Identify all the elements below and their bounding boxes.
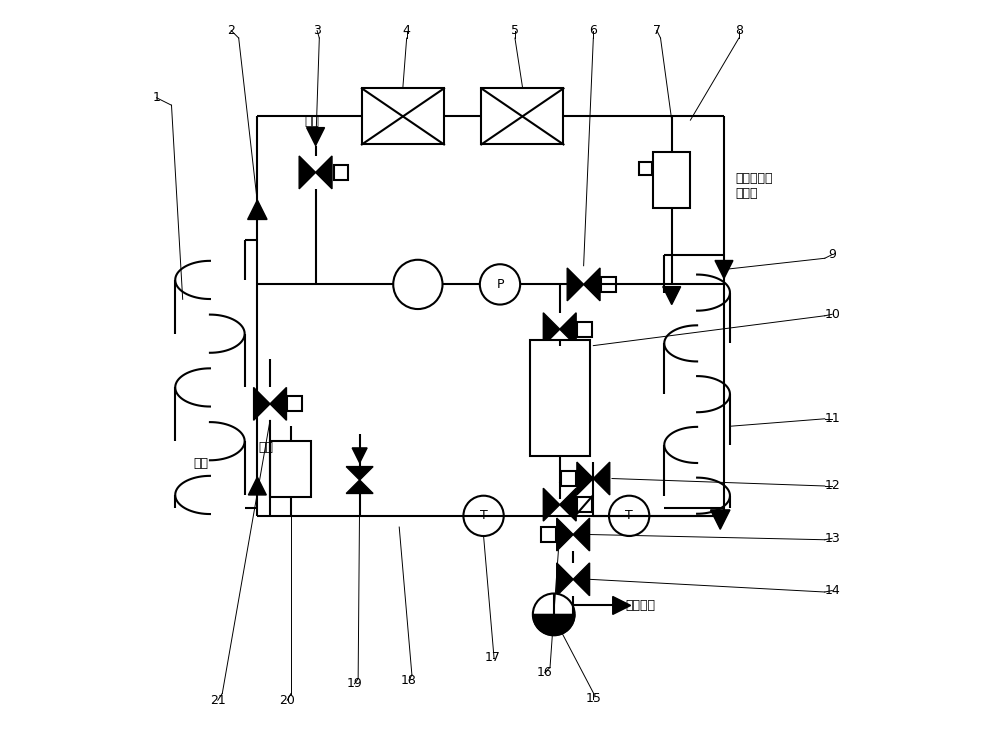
Polygon shape	[533, 614, 575, 635]
Polygon shape	[543, 488, 560, 521]
Text: 21: 21	[210, 693, 226, 707]
Bar	[639, 162, 652, 175]
Text: 1: 1	[153, 91, 160, 104]
Bar	[287, 396, 302, 411]
Bar	[334, 165, 348, 180]
Text: 15: 15	[585, 693, 601, 705]
Bar	[577, 322, 592, 337]
Polygon shape	[557, 563, 573, 595]
Text: 19: 19	[347, 678, 362, 690]
Text: 5: 5	[511, 24, 519, 37]
Text: 3: 3	[313, 24, 321, 37]
Text: T: T	[625, 509, 633, 522]
Circle shape	[463, 496, 504, 536]
Text: 12: 12	[824, 479, 840, 492]
Text: 2: 2	[227, 24, 235, 37]
Polygon shape	[299, 156, 316, 188]
Text: 11: 11	[824, 412, 840, 426]
Circle shape	[533, 593, 575, 635]
Text: 13: 13	[824, 532, 840, 545]
Polygon shape	[560, 488, 576, 521]
Text: 7: 7	[653, 24, 661, 37]
Polygon shape	[254, 387, 270, 420]
Polygon shape	[567, 268, 584, 301]
Text: 8: 8	[735, 24, 743, 37]
Polygon shape	[613, 596, 631, 614]
Text: 软水: 软水	[304, 114, 319, 128]
Bar	[362, 88, 444, 144]
Text: 废水收集: 废水收集	[625, 599, 655, 612]
Polygon shape	[573, 518, 590, 551]
Text: T: T	[480, 509, 487, 522]
Text: 14: 14	[824, 584, 840, 597]
Polygon shape	[711, 510, 730, 530]
Polygon shape	[584, 268, 600, 301]
Text: 6: 6	[589, 24, 597, 37]
Polygon shape	[560, 313, 576, 346]
Polygon shape	[248, 200, 267, 219]
Text: 蒸汽: 蒸汽	[259, 441, 274, 454]
Text: 16: 16	[537, 666, 553, 679]
Polygon shape	[346, 467, 373, 480]
Bar	[561, 471, 576, 486]
Bar	[530, 340, 590, 456]
Polygon shape	[663, 286, 681, 304]
Text: 废水: 废水	[194, 457, 209, 470]
Polygon shape	[557, 518, 573, 551]
Circle shape	[393, 260, 443, 309]
Bar	[601, 277, 616, 292]
Polygon shape	[573, 563, 590, 595]
Bar	[577, 497, 592, 512]
Bar	[481, 88, 563, 144]
Text: 灭活后的高
温废水: 灭活后的高 温废水	[735, 173, 773, 200]
Polygon shape	[352, 448, 367, 463]
Polygon shape	[270, 387, 286, 420]
Polygon shape	[248, 477, 266, 495]
Text: 20: 20	[279, 693, 295, 707]
Text: 4: 4	[403, 24, 411, 37]
Polygon shape	[346, 480, 373, 494]
Text: P: P	[496, 278, 504, 291]
Polygon shape	[543, 313, 560, 346]
Circle shape	[609, 496, 649, 536]
Polygon shape	[715, 260, 733, 278]
Polygon shape	[577, 462, 593, 495]
Polygon shape	[316, 156, 332, 188]
Text: 18: 18	[401, 674, 417, 687]
Circle shape	[480, 264, 520, 304]
Polygon shape	[307, 128, 325, 146]
Text: 9: 9	[828, 248, 836, 261]
Bar	[653, 152, 690, 208]
Polygon shape	[593, 462, 610, 495]
Bar	[270, 441, 311, 497]
Text: 17: 17	[485, 652, 500, 664]
Bar	[541, 527, 556, 542]
Text: 10: 10	[824, 307, 840, 321]
